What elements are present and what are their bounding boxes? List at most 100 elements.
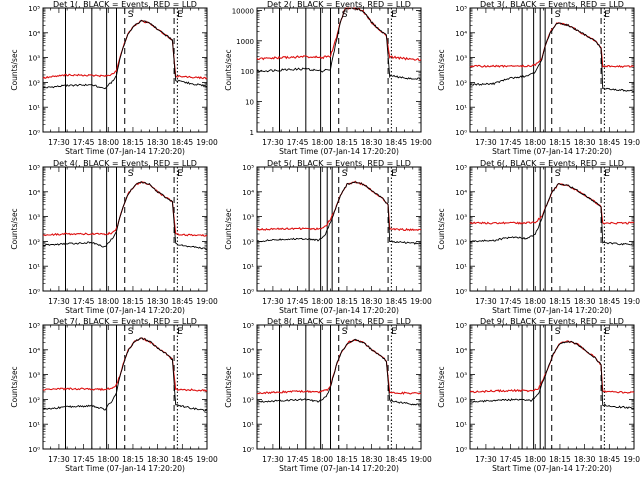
x-tick-label: 17:45 <box>287 297 309 306</box>
x-axis-label: Start Time (07-Jan-14 17:20:20) <box>492 147 612 156</box>
x-tick-label: 17:30 <box>475 297 497 306</box>
x-axis-label: Start Time (07-Jan-14 17:20:20) <box>65 464 185 473</box>
panel-title: Det 9(, BLACK = Events, RED = LLD <box>480 317 624 326</box>
panel-det-7: Det 7(, BLACK = Events, RED = LLD 10⁰ 10¹ 1… <box>10 317 218 473</box>
panel-title: Det 6(, BLACK = Events, RED = LLD <box>480 159 624 168</box>
panel-title: Det 2(, BLACK = Events, RED = LLD <box>267 0 411 9</box>
y-tick-label: 10⁰ <box>455 288 467 296</box>
x-tick-label: 18:00 <box>97 297 119 306</box>
x-tick-label: 18:00 <box>524 138 546 147</box>
x-tick-label: 19:00 <box>623 455 640 464</box>
x-tick-label: 18:15 <box>122 297 144 306</box>
y-tick-label: 10⁰ <box>28 129 40 137</box>
y-tick-label: 10² <box>28 238 40 246</box>
x-tick-label: 18:30 <box>361 138 383 147</box>
x-tick-label: 18:45 <box>599 138 621 147</box>
y-tick-label: 10⁰ <box>455 129 467 137</box>
start-marker-label: S <box>555 169 561 179</box>
x-tick-label: 17:30 <box>262 455 284 464</box>
x-tick-label: 17:45 <box>73 297 95 306</box>
x-tick-label: 19:00 <box>196 138 218 147</box>
x-tick-label: 18:30 <box>361 297 383 306</box>
y-tick-label: 10⁵ <box>28 5 40 13</box>
x-tick-label: 18:15 <box>549 297 571 306</box>
panel-det-2: Det 2(, BLACK = Events, RED = LLD 1 10 100 1… <box>224 0 432 156</box>
y-tick-label: 10⁰ <box>242 288 254 296</box>
start-marker-label: S <box>128 169 134 179</box>
panel-title: Det 8(, BLACK = Events, RED = LLD <box>267 317 411 326</box>
x-axis-label: Start Time (07-Jan-14 17:20:20) <box>279 464 399 473</box>
panel-det-5: Det 5(, BLACK = Events, RED = LLD 10⁰ 10¹ 1… <box>224 159 432 315</box>
start-marker-label: S <box>342 327 348 337</box>
y-tick-label: 10¹ <box>455 421 467 429</box>
x-tick-label: 17:30 <box>48 138 70 147</box>
y-tick-label: 1 <box>250 129 254 137</box>
x-tick-label: 18:30 <box>574 297 596 306</box>
y-tick-label: 10⁴ <box>28 30 40 38</box>
start-marker-label: S <box>555 327 561 337</box>
y-tick-label: 10² <box>455 396 467 404</box>
panel-title: Det 4(, BLACK = Events, RED = LLD <box>53 159 197 168</box>
y-tick-label: 10¹ <box>28 104 40 112</box>
y-tick-label: 10 <box>245 99 254 107</box>
y-tick-label: 10⁴ <box>28 347 40 355</box>
x-tick-label: 18:15 <box>549 455 571 464</box>
x-tick-label: 18:30 <box>574 138 596 147</box>
x-tick-label: 18:15 <box>336 297 358 306</box>
x-tick-label: 18:00 <box>311 138 333 147</box>
x-tick-label: 17:45 <box>287 138 309 147</box>
y-tick-label: 10⁴ <box>455 347 467 355</box>
y-axis-label: Counts/sec <box>10 366 19 407</box>
y-axis-label: Counts/sec <box>437 49 446 90</box>
x-tick-label: 18:00 <box>311 455 333 464</box>
y-tick-label: 10³ <box>28 55 40 63</box>
end-marker-label: E <box>604 169 610 179</box>
x-axis-label: Start Time (07-Jan-14 17:20:20) <box>279 306 399 315</box>
y-tick-label: 10³ <box>28 372 40 380</box>
x-tick-label: 18:15 <box>336 138 358 147</box>
y-tick-label: 10⁰ <box>28 288 40 296</box>
start-marker-label: S <box>128 327 134 337</box>
x-tick-label: 18:45 <box>386 455 408 464</box>
x-tick-label: 18:00 <box>97 455 119 464</box>
panel-title: Det 7(, BLACK = Events, RED = LLD <box>53 317 197 326</box>
end-marker-label: E <box>177 327 183 337</box>
series-events-line <box>42 19 208 90</box>
y-tick-label: 10² <box>28 396 40 404</box>
series-events-line <box>469 22 635 93</box>
end-marker-label: E <box>604 327 610 337</box>
y-axis-label: Counts/sec <box>437 366 446 407</box>
x-tick-label: 18:15 <box>122 138 144 147</box>
y-tick-label: 10¹ <box>242 421 254 429</box>
x-tick-label: 18:30 <box>147 138 169 147</box>
series-events-line <box>256 181 422 245</box>
y-tick-label: 10⁵ <box>455 164 467 172</box>
x-tick-label: 18:45 <box>599 297 621 306</box>
y-tick-label: 10⁴ <box>455 189 467 197</box>
y-tick-label: 10³ <box>455 372 467 380</box>
series-events-line <box>42 181 208 251</box>
start-marker-label: S <box>555 10 561 20</box>
y-tick-label: 10³ <box>28 214 40 222</box>
x-tick-label: 17:30 <box>48 455 70 464</box>
y-tick-label: 10⁴ <box>455 30 467 38</box>
x-tick-label: 18:45 <box>172 297 194 306</box>
y-tick-label: 10² <box>455 79 467 87</box>
panel-det-9: Det 9(, BLACK = Events, RED = LLD 10⁰ 10¹ 1… <box>437 317 640 473</box>
x-tick-label: 18:30 <box>361 455 383 464</box>
x-tick-label: 19:00 <box>410 297 432 306</box>
x-tick-label: 18:45 <box>386 297 408 306</box>
panel-det-6: Det 6(, BLACK = Events, RED = LLD 10⁰ 10¹ 1… <box>437 159 640 315</box>
y-tick-label: 10⁴ <box>242 347 254 355</box>
y-tick-label: 10⁵ <box>28 164 40 172</box>
x-tick-label: 18:15 <box>336 455 358 464</box>
x-axis-label: Start Time (07-Jan-14 17:20:20) <box>279 147 399 156</box>
panel-title: Det 1(, BLACK = Events, RED = LLD <box>53 0 197 9</box>
panel-det-1: Det 1(, BLACK = Events, RED = LLD 10⁰ 10¹ 1… <box>10 0 218 156</box>
x-axis-label: Start Time (07-Jan-14 17:20:20) <box>492 306 612 315</box>
x-tick-label: 17:30 <box>48 297 70 306</box>
y-tick-label: 10³ <box>242 372 254 380</box>
x-tick-label: 18:00 <box>97 138 119 147</box>
x-tick-label: 17:45 <box>500 138 522 147</box>
